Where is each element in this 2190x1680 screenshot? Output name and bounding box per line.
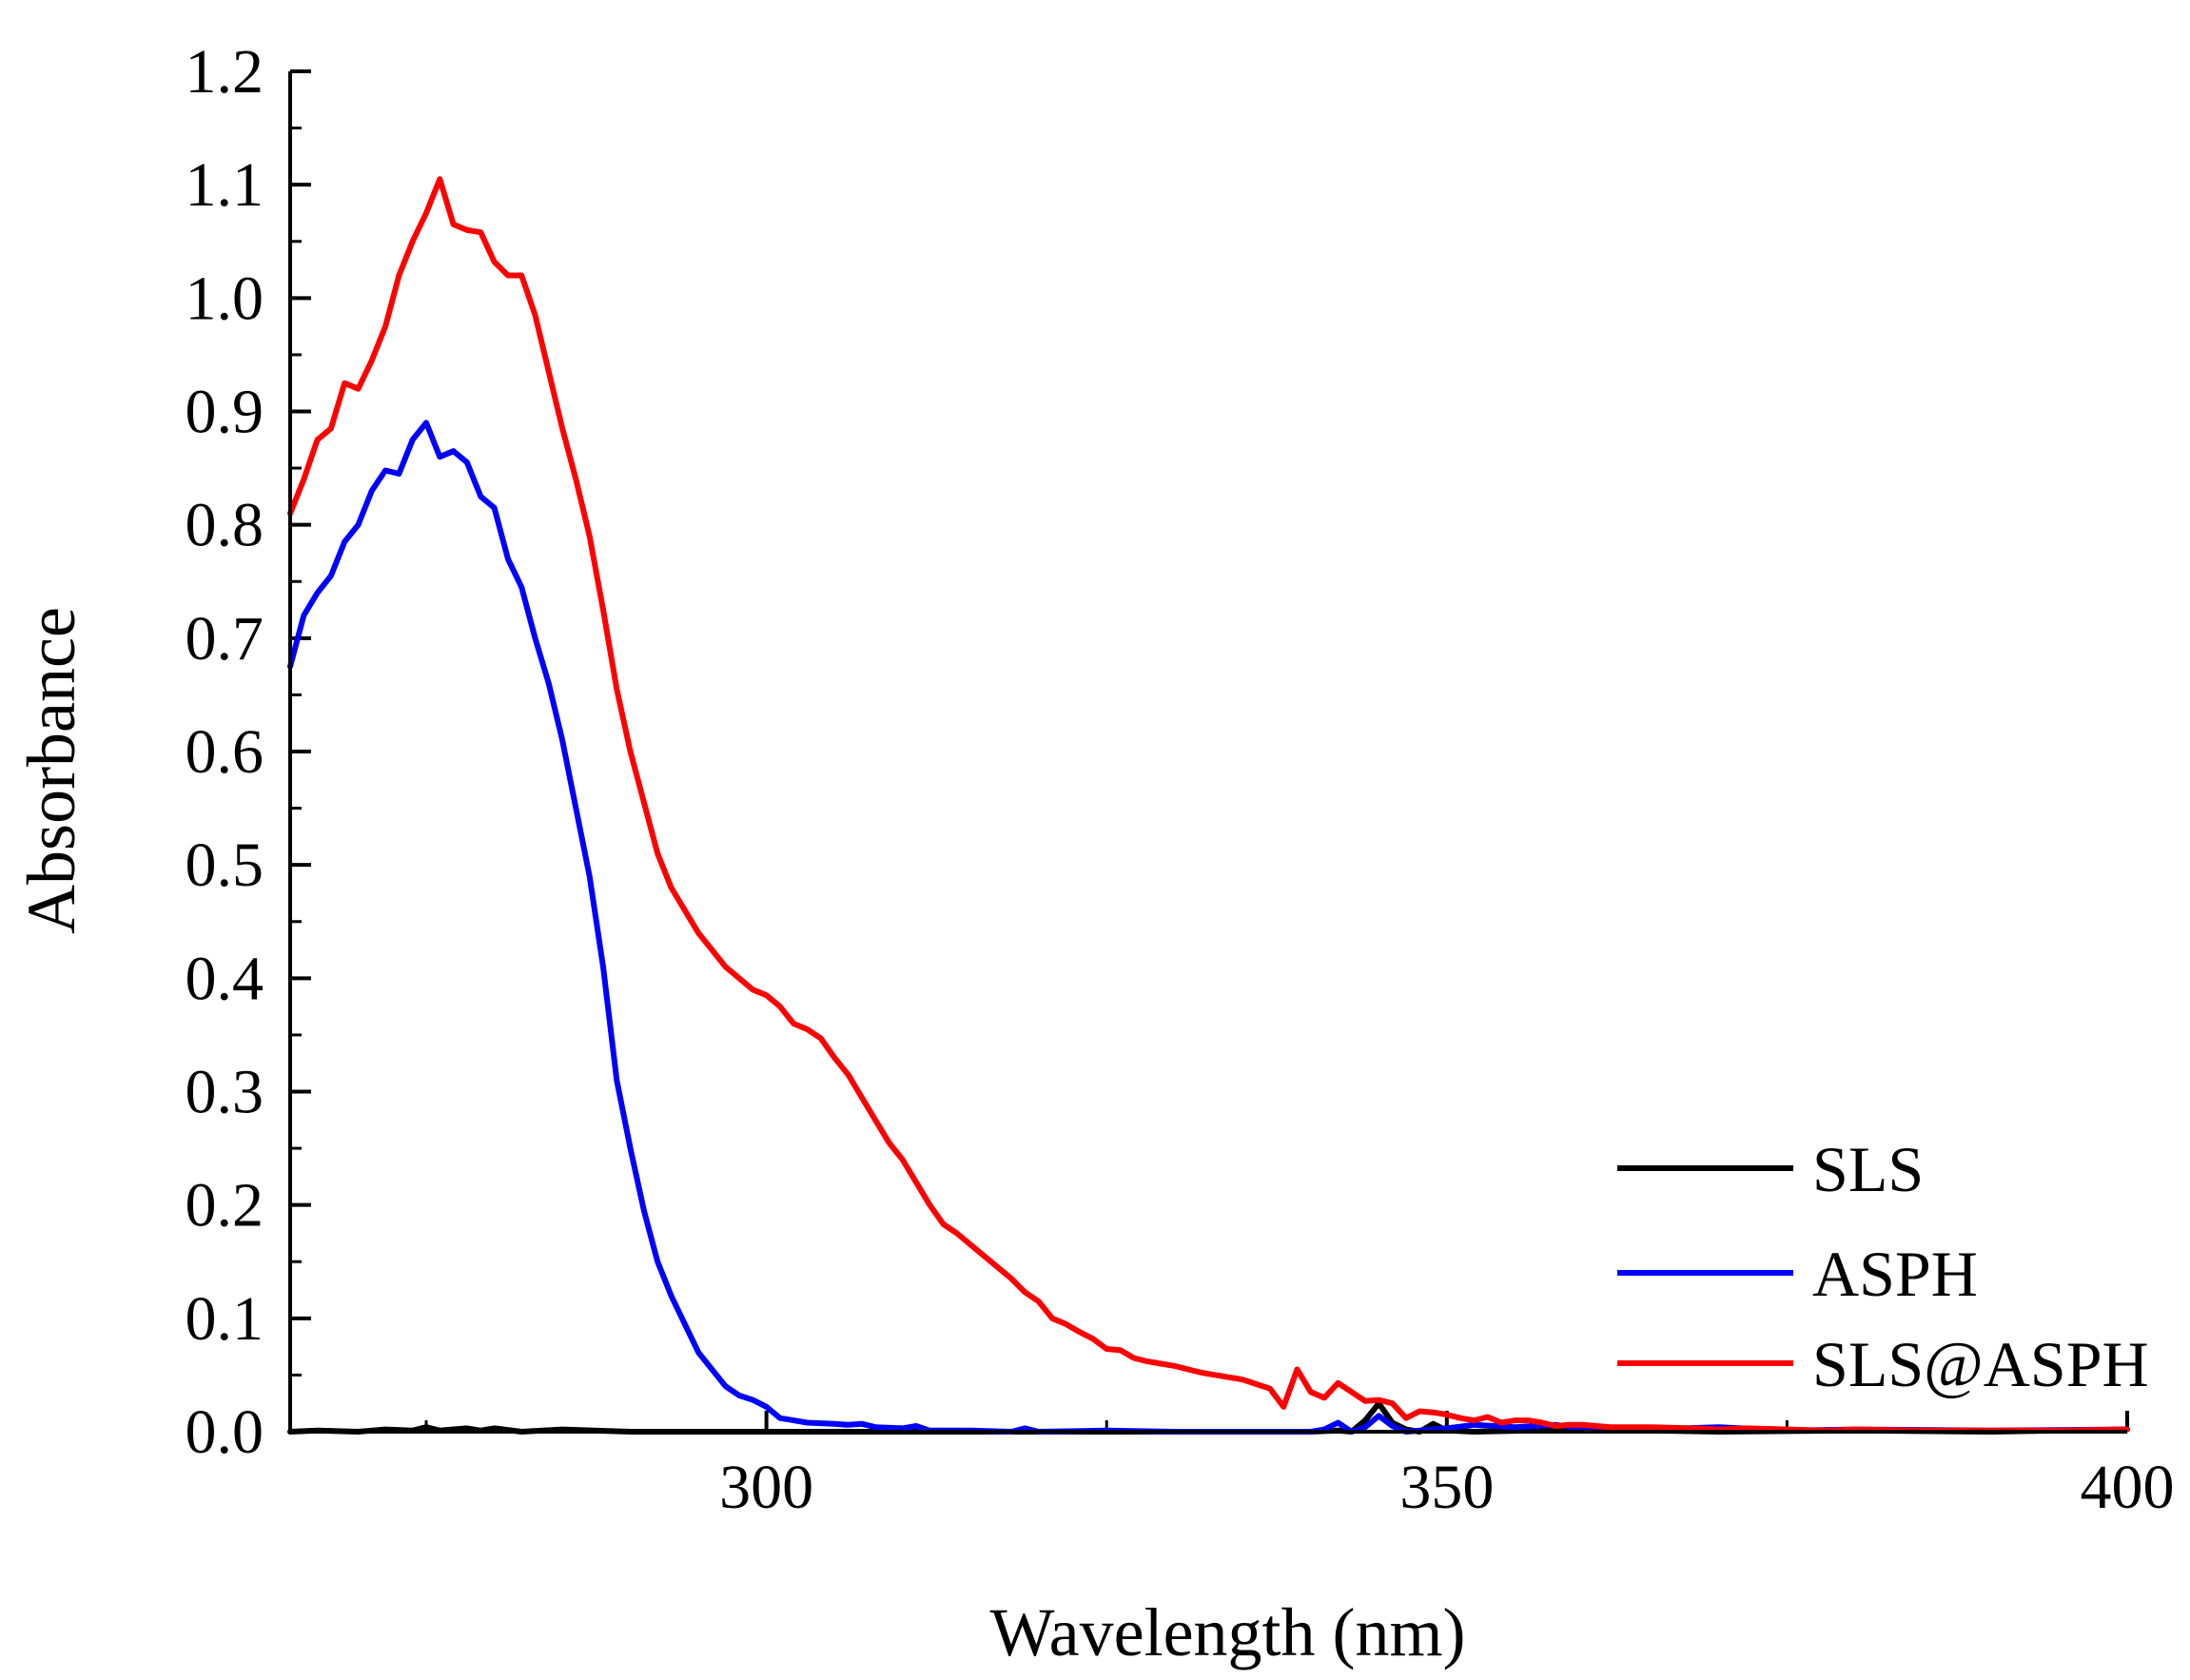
y-tick-label: 0.8 <box>186 491 264 560</box>
y-tick-label: 0.0 <box>186 1397 264 1467</box>
y-tick-label: 0.9 <box>186 378 264 447</box>
legend-label: ASPH <box>1812 1238 1978 1310</box>
y-axis-ticks: 0.0 0.1 0.2 0.3 0.4 0.5 0.6 0.7 0.8 0.9 1.0 1.1 1.2 <box>186 37 311 1467</box>
y-tick-label: 1.0 <box>186 264 264 333</box>
x-tick-label: 350 <box>1399 1453 1494 1522</box>
legend-label: SLS <box>1812 1133 1924 1205</box>
y-axis-title: Absorbance <box>13 607 89 934</box>
x-axis-title: Wavelength (nm) <box>989 1594 1465 1670</box>
y-tick-label: 0.5 <box>186 830 264 900</box>
series-line-sls-asph <box>287 176 2130 1434</box>
x-axis-ticks: 300 350 400 <box>424 1411 2175 1522</box>
y-tick-label: 0.6 <box>186 717 264 787</box>
legend: SLS ASPH SLS@ASPH <box>1617 1133 2149 1400</box>
series-line-asph <box>287 420 2130 1435</box>
legend-label: SLS@ASPH <box>1812 1328 2149 1400</box>
y-tick-label: 0.7 <box>186 604 264 674</box>
y-tick-label: 0.1 <box>186 1284 264 1354</box>
y-tick-label: 0.2 <box>186 1171 264 1240</box>
y-tick-label: 1.2 <box>186 37 264 107</box>
y-tick-label: 0.4 <box>186 944 264 1013</box>
y-tick-label: 0.3 <box>186 1058 264 1127</box>
x-tick-label: 300 <box>719 1453 813 1522</box>
y-tick-label: 1.1 <box>186 150 264 220</box>
x-tick-label: 400 <box>2081 1453 2175 1522</box>
